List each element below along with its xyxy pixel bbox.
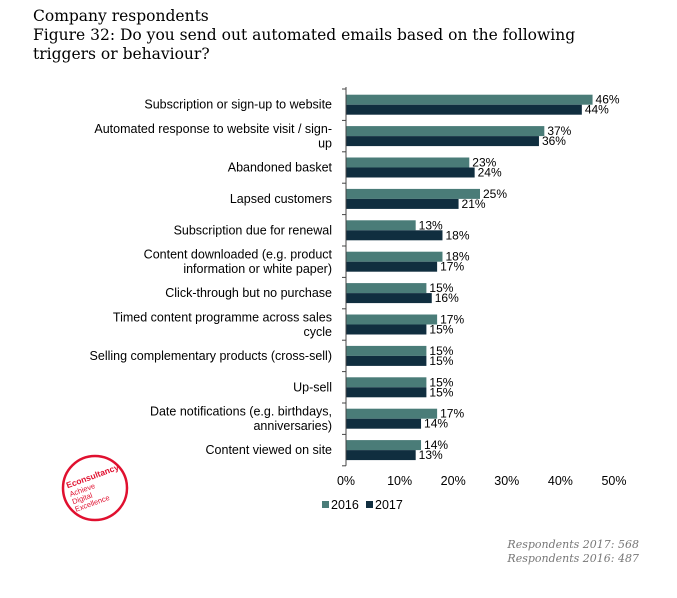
data-label-2016: 15% xyxy=(429,375,453,389)
bar-2017 xyxy=(346,450,416,461)
legend-swatch-2016 xyxy=(322,501,329,508)
legend-swatch-2017 xyxy=(366,501,373,508)
bar-2016 xyxy=(346,220,416,231)
bar-2017 xyxy=(346,418,422,429)
bar-2016 xyxy=(346,345,427,356)
data-label-2016: 37% xyxy=(547,124,571,138)
category-label: Lapsed customers xyxy=(230,192,332,206)
data-label-2017: 14% xyxy=(424,417,448,431)
respondents-2017: Respondents 2017: 568 xyxy=(507,538,639,551)
category-label: Subscription or sign-up to website xyxy=(144,98,332,112)
category-label: Subscription due for renewal xyxy=(174,223,332,237)
category-label: Up-sell xyxy=(293,380,332,394)
bar-2017 xyxy=(346,136,539,147)
bar-2017 xyxy=(346,261,438,272)
bar-2016 xyxy=(346,408,438,419)
data-label-2017: 15% xyxy=(429,354,453,368)
data-label-2016: 25% xyxy=(483,187,507,201)
category-label: Selling complementary products (cross-se… xyxy=(90,349,332,363)
category-label: Timed content programme across sales cycl… xyxy=(113,310,332,339)
data-label-2016: 17% xyxy=(440,407,464,421)
bar-2017 xyxy=(346,355,427,366)
data-label-2017: 15% xyxy=(429,323,453,337)
bar-2017 xyxy=(346,198,459,209)
data-label-2017: 44% xyxy=(585,103,609,117)
data-label-2016: 17% xyxy=(440,313,464,327)
bar-2016 xyxy=(346,314,438,325)
bar-2016 xyxy=(346,251,443,262)
data-label-2016: 18% xyxy=(445,250,469,264)
data-label-2017: 24% xyxy=(478,166,502,180)
data-label-2017: 18% xyxy=(445,228,469,242)
bar-2017 xyxy=(346,104,582,115)
bar-2017 xyxy=(346,230,443,241)
legend-label-2017: 2017 xyxy=(375,498,403,512)
bar-2017 xyxy=(346,324,427,335)
bar-2016 xyxy=(346,440,422,451)
x-tick-label: 50% xyxy=(601,474,626,488)
x-tick-label: 40% xyxy=(548,474,573,488)
header-line-1: Company respondents xyxy=(33,7,209,25)
x-tick-label: 30% xyxy=(494,474,519,488)
bar-2016 xyxy=(346,157,470,168)
data-label-2017: 13% xyxy=(419,448,443,462)
data-label-2016: 13% xyxy=(419,218,443,232)
bar-2017 xyxy=(346,167,475,178)
legend-label-2016: 2016 xyxy=(331,498,359,512)
bar-2016 xyxy=(346,283,427,294)
category-label: Date notifications (e.g. birthdays, anniv… xyxy=(150,404,332,433)
bar-2016 xyxy=(346,94,593,105)
data-label-2016: 23% xyxy=(472,156,496,170)
data-label-2017: 16% xyxy=(435,291,459,305)
respondents-2016: Respondents 2016: 487 xyxy=(507,552,639,565)
figure-title: Figure 32: Do you send out automated ema… xyxy=(33,26,576,63)
x-tick-label: 10% xyxy=(387,474,412,488)
bar-2017 xyxy=(346,387,427,398)
data-label-2017: 21% xyxy=(462,197,486,211)
data-label-2016: 14% xyxy=(424,438,448,452)
category-label: Click-through but no purchase xyxy=(165,286,332,300)
bar-2017 xyxy=(346,293,432,304)
bar-2016 xyxy=(346,377,427,388)
category-label: Content viewed on site xyxy=(206,443,333,457)
category-label: Content downloaded (e.g. product informat… xyxy=(144,247,333,276)
category-label: Abandoned basket xyxy=(228,161,333,175)
category-label: Automated response to website visit / si… xyxy=(94,122,332,151)
data-label-2017: 17% xyxy=(440,260,464,274)
x-tick-label: 20% xyxy=(441,474,466,488)
x-tick-label: 0% xyxy=(337,474,355,488)
data-label-2017: 36% xyxy=(542,134,566,148)
data-label-2017: 15% xyxy=(429,385,453,399)
bar-2016 xyxy=(346,126,545,137)
data-label-2016: 46% xyxy=(596,93,620,107)
logo-ring xyxy=(61,454,129,522)
data-label-2016: 15% xyxy=(429,281,453,295)
bar-2016 xyxy=(346,188,480,199)
data-label-2016: 15% xyxy=(429,344,453,358)
